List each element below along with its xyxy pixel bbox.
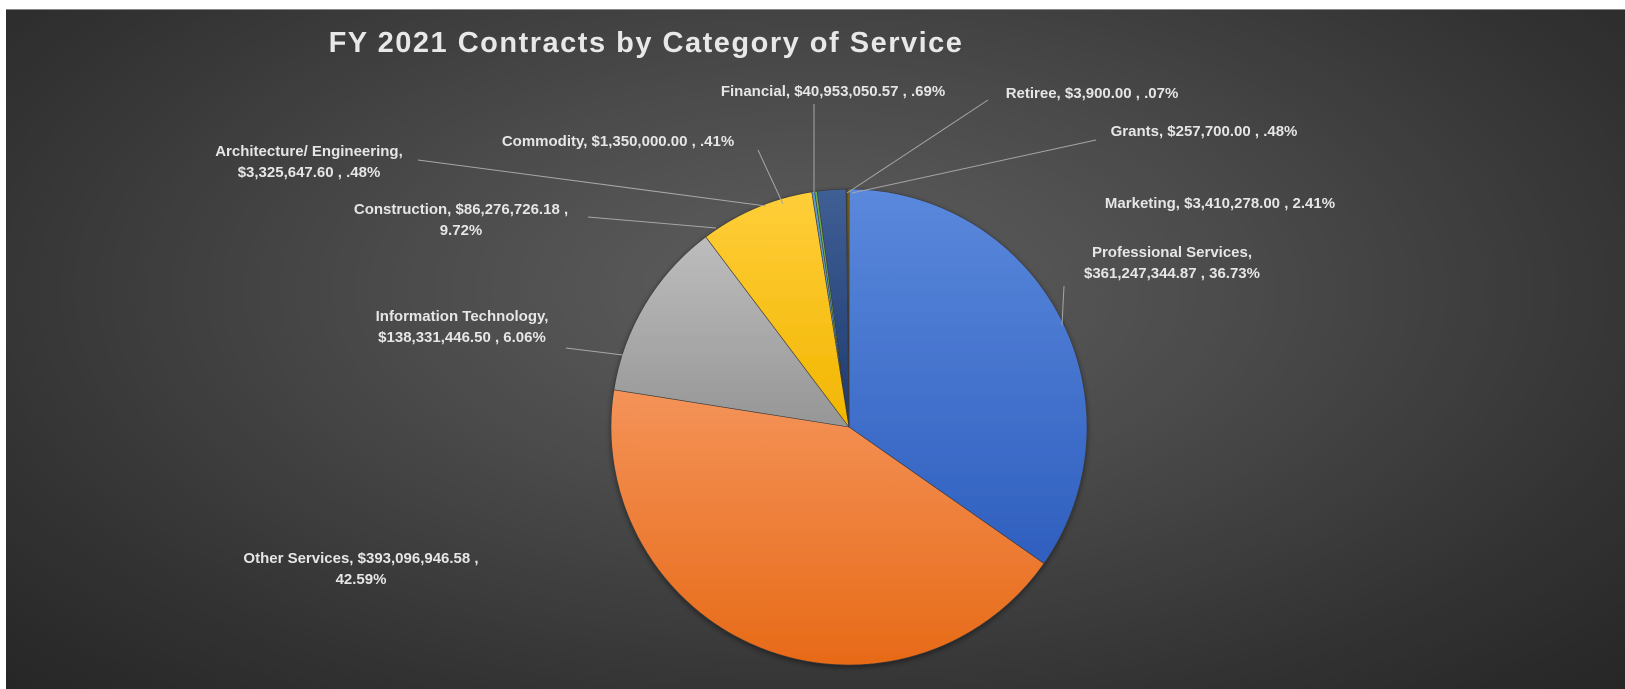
leader-line-information-technology [565, 347, 624, 356]
leader-lines [417, 99, 1097, 356]
slice-label-commodity: Commodity, $1,350,000.00 , .41% [502, 133, 734, 150]
slice-label-information-technology: Information Technology, $138,331,446.50 ,… [376, 308, 549, 346]
slice-label-marketing: Marketing, $3,410,278.00 , 2.41% [1105, 195, 1335, 212]
pie-slice-other-services [610, 389, 1045, 666]
pie-chart: FY 2021 Contracts by Category of Service… [215, 27, 1335, 666]
leader-line-retiree [846, 99, 989, 194]
leader-line-professional-services [1061, 285, 1065, 326]
leader-line-construction [587, 216, 717, 229]
pie-slice-professional-services [848, 188, 1088, 564]
top-strip [6, 3, 1625, 10]
slice-label-retiree: Retiree, $3,900.00 , .07% [1006, 85, 1179, 102]
slice-label-financial: Financial, $40,953,050.57 , .69% [721, 83, 945, 100]
leader-line-architecture-engineering [417, 159, 767, 207]
pie-slice-information-technology [613, 236, 850, 428]
pie-slice-construction [705, 191, 850, 428]
pie-slices [610, 188, 1088, 666]
slice-label-grants: Grants, $257,700.00 , .48% [1111, 123, 1298, 140]
leader-line-commodity [757, 149, 784, 205]
slice-labels: Professional Services, $361,247,344.87 , … [215, 83, 1335, 588]
pie-slice-marketing [847, 188, 850, 428]
leader-line-grants [851, 139, 1097, 194]
slice-label-construction: Construction, $86,276,726.18 , 9.72% [354, 201, 568, 239]
slice-label-other-services: Other Services, $393,096,946.58 , 42.59% [243, 550, 478, 588]
chart-frame: FY 2021 Contracts by Category of Service… [6, 3, 1625, 689]
chart-title: FY 2021 Contracts by Category of Service [329, 27, 964, 59]
slice-label-architecture-engineering: Architecture/ Engineering, $3,325,647.60 … [215, 143, 403, 181]
slice-label-professional-services: Professional Services, $361,247,344.87 , … [1084, 244, 1260, 282]
